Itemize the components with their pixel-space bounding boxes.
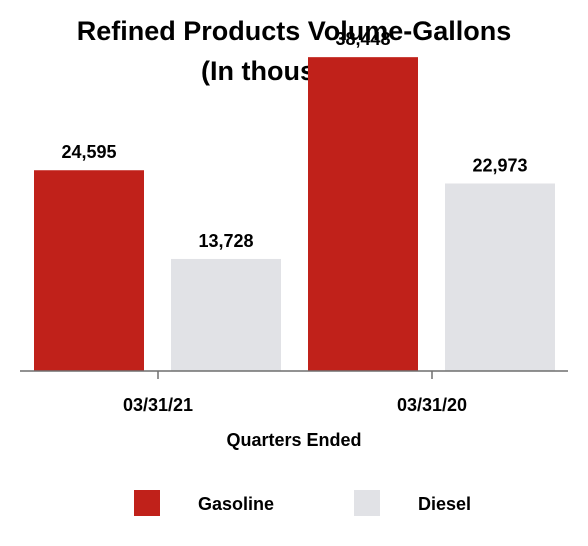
legend-swatch-diesel — [354, 490, 380, 516]
x-axis-title: Quarters Ended — [226, 430, 361, 450]
x-tick-label-2: 03/31/20 — [397, 395, 467, 415]
x-tick-label-1: 03/31/21 — [123, 395, 193, 415]
chart-title-line-1: Refined Products Volume-Gallons — [77, 16, 512, 46]
bars-group — [34, 57, 555, 372]
legend: Gasoline Diesel — [134, 490, 471, 516]
bar-diesel-1 — [171, 258, 281, 371]
legend-label-diesel: Diesel — [418, 494, 471, 514]
value-label-diesel-1: 13,728 — [198, 231, 253, 251]
value-label-gasoline-1: 24,595 — [61, 142, 116, 162]
bar-diesel-2 — [445, 183, 555, 371]
bar-gasoline-2 — [308, 57, 418, 372]
x-axis-tick-labels: 03/31/21 03/31/20 — [123, 395, 467, 415]
bar-gasoline-1 — [34, 170, 144, 371]
legend-swatch-gasoline — [134, 490, 160, 516]
x-axis-ticks — [157, 371, 433, 379]
value-label-gasoline-2: 38,448 — [335, 29, 390, 49]
legend-label-gasoline: Gasoline — [198, 494, 274, 514]
value-label-diesel-2: 22,973 — [472, 155, 527, 175]
value-labels-group: 24,595 13,728 38,448 22,973 — [61, 29, 527, 251]
